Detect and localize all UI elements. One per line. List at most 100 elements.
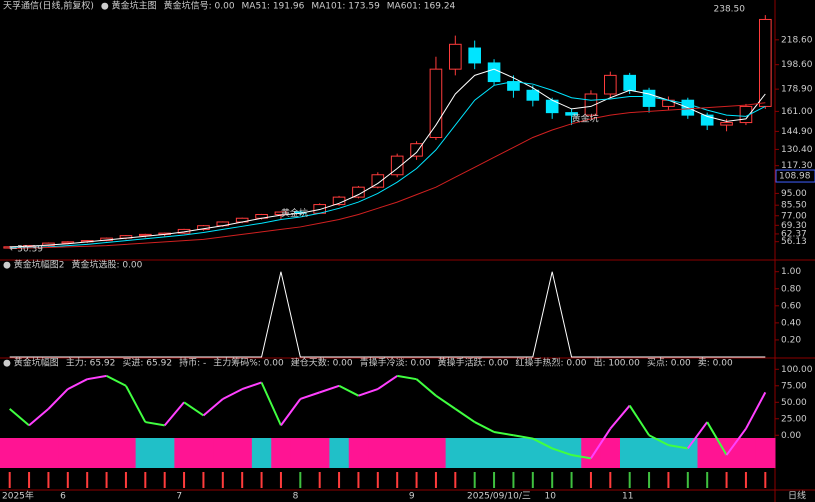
state-band [406, 438, 427, 468]
candle-body [700, 114, 714, 126]
state-band [19, 438, 40, 468]
y-tick-label: 161.00 [781, 107, 813, 117]
x-tick-label: 2025年 [2, 490, 34, 502]
oscillator-segment [9, 408, 30, 427]
state-band [0, 438, 20, 468]
x-tick-label: 11 [622, 492, 633, 502]
oscillator-segment [319, 384, 340, 394]
y-tick-label: 218.60 [781, 35, 813, 45]
oscillator-segment [145, 421, 165, 427]
oscillator-segment [551, 447, 572, 456]
y-tick-label: 178.90 [781, 85, 813, 95]
ma-line [9, 68, 766, 248]
oscillator-segment [241, 381, 262, 391]
header-text: 天孚通信(日线,前复权) [3, 0, 94, 12]
oscillator-segment [28, 408, 50, 427]
state-band [329, 438, 350, 468]
ma-line [9, 81, 766, 249]
state-band [174, 438, 195, 468]
state-band [116, 438, 137, 468]
volume-bar [493, 472, 496, 488]
oscillator-segment [493, 430, 514, 437]
oscillator-segment [280, 398, 302, 426]
oscillator-segment [415, 378, 437, 397]
state-band [736, 438, 757, 468]
y-tick-label: 62.37 [781, 229, 807, 239]
header-text: 出: 100.00 [593, 357, 640, 369]
y-tick-label: 0.80 [781, 284, 801, 294]
header-text: 主力: 65.92 [66, 357, 116, 369]
x-tick-label: 8 [293, 492, 299, 502]
oscillator-segment [183, 401, 205, 417]
oscillator-segment [725, 428, 747, 456]
state-band [697, 438, 718, 468]
candle-body [720, 122, 733, 126]
oscillator-segment [377, 375, 398, 390]
y-tick-label: 75.00 [781, 381, 807, 391]
y-tick-label: 25.00 [781, 414, 807, 424]
y-tick-label: 198.60 [781, 60, 813, 70]
candle-body [507, 81, 520, 91]
volume-bar [105, 472, 108, 488]
oscillator-segment [222, 388, 243, 400]
oscillator-segment [87, 374, 107, 381]
y-tick-label: 77.00 [781, 211, 807, 221]
oscillator-segment [532, 437, 553, 450]
volume-bar [376, 472, 379, 488]
state-band [678, 438, 698, 468]
volume-bar [589, 472, 592, 488]
state-band [96, 438, 117, 468]
volume-bar [86, 472, 89, 488]
volume-bar [299, 472, 302, 488]
candle-body [468, 47, 481, 64]
candle-body [565, 112, 578, 116]
volume-bar [628, 472, 631, 488]
oscillator-segment [474, 421, 495, 433]
state-band [755, 438, 776, 468]
oscillator-segment [687, 421, 708, 450]
header-text: 买进: 65.92 [122, 358, 172, 369]
y-tick-label: 144.90 [781, 127, 813, 137]
oscillator-segment [397, 374, 417, 381]
volume-bar [415, 472, 418, 488]
volume-bar [124, 472, 127, 488]
header-text: 黄操手活跃: 0.00 [438, 357, 509, 369]
oscillator-segment [125, 385, 147, 423]
y-tick-label: 1.00 [781, 267, 801, 277]
candle-body [429, 68, 443, 138]
volume-bar [512, 472, 515, 488]
state-band [523, 438, 543, 468]
state-band [620, 438, 640, 468]
y-tick-label: 56.13 [781, 237, 807, 247]
oscillator-segment [454, 408, 476, 423]
header-text: MA101: 173.59 [311, 2, 380, 12]
header-text: 买点: 0.00 [647, 358, 691, 369]
candle-body [274, 211, 288, 216]
oscillator-segment [628, 405, 650, 436]
x-tick-label: 10 [545, 492, 557, 502]
volume-bar [8, 472, 11, 488]
state-band [561, 438, 582, 468]
volume-bar [241, 472, 244, 488]
volume-bar [279, 472, 282, 488]
y-tick-label: 50.00 [781, 398, 807, 408]
oscillator-segment [67, 378, 88, 390]
x-tick-label: 9 [409, 492, 415, 502]
volume-bar [531, 472, 534, 488]
y-tick-label: 0.20 [781, 335, 801, 345]
oscillator-segment [202, 398, 224, 417]
volume-bar [163, 472, 166, 488]
oscillator-segment [745, 391, 767, 430]
volume-bar [648, 472, 651, 488]
state-band [542, 438, 563, 468]
header-text: MA51: 191.96 [242, 2, 305, 12]
state-band [600, 438, 621, 468]
state-band [58, 438, 78, 468]
volume-bar [318, 472, 321, 488]
header-text: 主力筹码%: 0.00 [213, 357, 284, 369]
state-band [213, 438, 233, 468]
volume-bar [66, 472, 69, 488]
price-marker: 108.98 [779, 172, 811, 182]
